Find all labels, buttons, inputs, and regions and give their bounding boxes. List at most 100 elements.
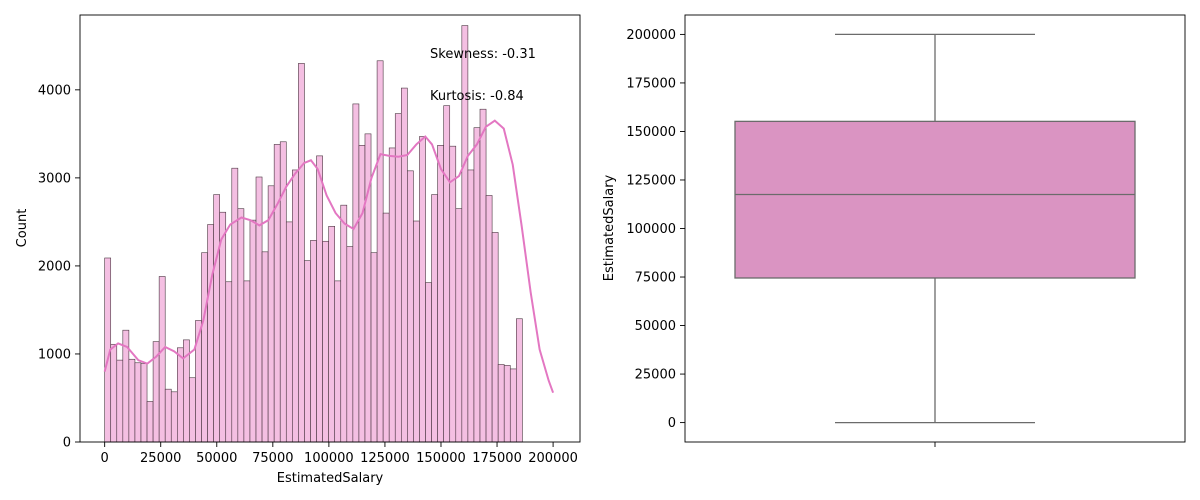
boxplot-y-tick-label: 25000 — [635, 368, 676, 383]
histogram-bar — [437, 145, 444, 443]
histogram-bar — [485, 195, 493, 443]
histogram-bar — [394, 113, 402, 443]
histogram-bar — [509, 368, 517, 443]
histogram-bar — [158, 276, 166, 443]
histogram-bar — [298, 63, 305, 443]
histogram-x-tick-label: 0 — [101, 451, 109, 466]
histogram-bar — [292, 169, 299, 443]
histogram-x-tick-label: 150000 — [416, 451, 466, 466]
histogram-bar — [116, 359, 124, 443]
histogram-x-tick-label: 50000 — [196, 451, 237, 466]
histogram-bar — [479, 108, 487, 443]
kde-curve — [103, 119, 555, 394]
histogram-bar — [328, 225, 336, 443]
histogram-bar — [413, 220, 420, 443]
histogram-x-axis-label: EstimatedSalary — [277, 471, 384, 486]
histogram-x-tick-label: 175000 — [472, 451, 522, 466]
histogram-bar — [110, 343, 118, 443]
histogram-bar — [334, 280, 342, 443]
histogram-axes-frame — [79, 14, 581, 443]
histogram-bar — [455, 208, 463, 443]
boxplot-y-tick-label: 175000 — [626, 76, 676, 91]
histogram-y-tick-label: 2000 — [38, 259, 71, 274]
histogram-bar — [370, 252, 378, 443]
interquartile-box — [734, 120, 1136, 279]
histogram-x-tick-label: 75000 — [252, 451, 293, 466]
histogram-bar — [219, 211, 227, 443]
histogram-x-tick-label: 100000 — [304, 451, 354, 466]
histogram-x-tick-label: 200000 — [528, 451, 578, 466]
histogram-bar — [255, 176, 263, 443]
histogram-bar — [170, 391, 178, 443]
histogram-bar — [388, 147, 396, 443]
histogram-y-tick-label: 0 — [63, 436, 71, 451]
histogram-bar — [140, 363, 148, 443]
histogram-y-tick-label: 1000 — [38, 347, 71, 362]
boxplot-marks — [734, 33, 1136, 424]
histogram-bar — [449, 145, 457, 443]
histogram-bar — [497, 364, 505, 443]
histogram-bar — [516, 318, 523, 443]
histogram-bar — [213, 194, 220, 443]
boxplot-y-ticks: 0 25000 50000 75000 100000 125000 150000 175000… — [626, 28, 685, 431]
histogram-y-ticks: 0 1000 2000 3000 4000 — [38, 83, 80, 451]
histogram-bar — [407, 170, 414, 443]
kurtosis-annotation: Kurtosis: -0.84 — [430, 89, 524, 104]
boxplot-chart: 0 25000 50000 75000 100000 125000 150000 175000… — [602, 14, 1186, 447]
histogram-bar — [164, 388, 172, 443]
histogram-bar — [352, 103, 360, 443]
histogram-bar — [134, 362, 142, 443]
histogram-bar — [358, 145, 366, 443]
boxplot-y-tick-label: 50000 — [635, 319, 676, 334]
histogram-bar — [261, 251, 269, 443]
histogram-bar — [491, 232, 499, 443]
histogram-bar — [401, 87, 408, 443]
histogram-y-axis-label: Count — [15, 209, 30, 248]
histogram-bar — [467, 169, 475, 443]
histogram-bar — [419, 136, 426, 443]
histogram-x-ticks: 0 25000 50000 75000 100000 125000 150000 175000… — [101, 442, 578, 466]
boxplot-y-tick-label: 100000 — [626, 222, 676, 237]
histogram-bar — [146, 401, 154, 443]
histogram-bar — [237, 208, 245, 443]
histogram-bar — [177, 347, 184, 443]
histogram-bar — [225, 281, 233, 443]
histogram-y-tick-label: 4000 — [38, 83, 71, 98]
histogram-bar — [316, 155, 323, 443]
histogram-bar — [249, 219, 257, 443]
histogram-bar — [231, 167, 239, 443]
histogram-bar — [128, 358, 136, 443]
boxplot-y-tick-label: 0 — [668, 416, 676, 431]
histogram-bar — [346, 246, 354, 443]
skewness-annotation: Skewness: -0.31 — [430, 47, 536, 62]
boxplot-y-axis-label: EstimatedSalary — [602, 174, 617, 281]
histogram-bar — [376, 60, 384, 443]
histogram-x-tick-label: 125000 — [360, 451, 410, 466]
boxplot-y-tick-label: 200000 — [626, 28, 676, 43]
histogram-bar — [473, 127, 481, 443]
histogram-bar — [243, 280, 251, 443]
histogram-bar — [443, 105, 451, 443]
histogram-bar — [273, 144, 281, 443]
histogram-bars — [104, 25, 523, 443]
histogram-bar — [267, 185, 275, 443]
histogram-bar — [201, 252, 208, 443]
histogram-bar — [310, 240, 317, 443]
histogram-bar — [340, 204, 348, 443]
histogram-bar — [322, 240, 329, 443]
histogram-bar — [285, 221, 293, 443]
boxplot-y-tick-label: 150000 — [626, 125, 676, 140]
histogram-bar — [304, 260, 311, 443]
boxplot-y-tick-label: 125000 — [626, 173, 676, 188]
histogram-chart: 0 25000 50000 75000 100000 125000 150000 175000… — [15, 14, 581, 486]
histogram-x-tick-label: 25000 — [140, 451, 181, 466]
histogram-bar — [207, 224, 214, 443]
histogram-bar — [503, 365, 511, 443]
histogram-bar — [382, 212, 390, 443]
histogram-bar — [189, 377, 196, 443]
boxplot-y-tick-label: 75000 — [635, 271, 676, 286]
histogram-y-tick-label: 3000 — [38, 171, 71, 186]
histogram-bar — [431, 194, 438, 443]
histogram-bar — [425, 282, 432, 443]
